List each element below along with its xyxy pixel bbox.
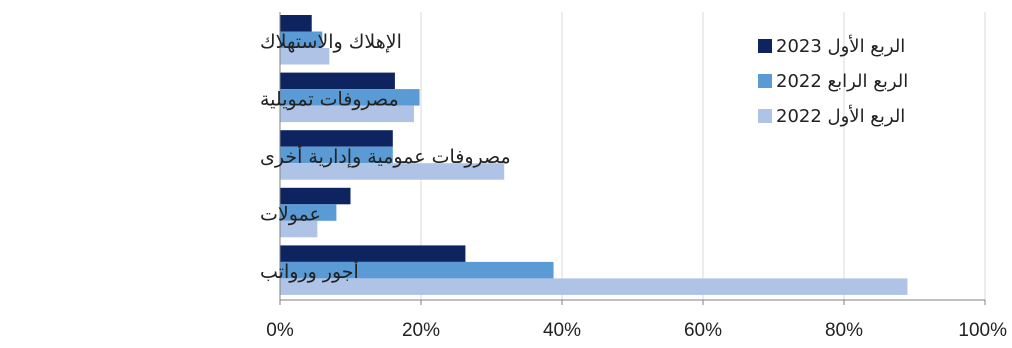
bar: [280, 278, 908, 295]
category-label: مصروفات عمومية وإدارية أخرى: [260, 144, 511, 169]
bar: [280, 245, 466, 262]
legend-label: الربع الرابع 2022: [776, 71, 908, 92]
bar: [280, 204, 337, 221]
bar: [280, 261, 554, 279]
bar: [280, 72, 395, 90]
bar: [280, 163, 505, 180]
bar: [280, 220, 318, 238]
x-axis-ticks: 0% 20% 40% 60% 80% 100%: [266, 300, 1007, 341]
bar: [280, 130, 393, 147]
category-label: أجور ورواتب: [260, 259, 359, 283]
bar: [280, 187, 351, 205]
bar: [280, 105, 414, 123]
legend-swatch: [758, 39, 772, 53]
x-tick-label: 40%: [543, 320, 581, 341]
category-label: مصروفات تمويلية: [260, 88, 399, 110]
x-tick-label: 60%: [684, 320, 722, 341]
x-tick-label: 20%: [402, 320, 440, 341]
bar: [280, 89, 420, 106]
category-label: عمولات: [260, 204, 321, 226]
legend-label: الربع الأول 2023: [776, 35, 905, 57]
x-tick-label: 100%: [958, 320, 1007, 341]
bar: [280, 31, 323, 48]
category-labels: الإهلاك والاستهلاك مصروفات تمويلية مصروفات…: [260, 31, 511, 283]
bar: [280, 146, 393, 164]
x-tick-label: 80%: [825, 320, 863, 341]
legend-swatch: [758, 74, 772, 88]
bar: [280, 48, 330, 65]
legend: الربع الأول 2023 الربع الرابع 2022 الربع ا…: [758, 35, 908, 127]
legend-swatch: [758, 109, 772, 123]
legend-label: الربع الأول 2022: [776, 105, 905, 127]
category-label: الإهلاك والاستهلاك: [260, 31, 402, 53]
bars: [280, 15, 908, 295]
bar: [280, 15, 312, 32]
x-tick-label: 0%: [266, 320, 294, 341]
